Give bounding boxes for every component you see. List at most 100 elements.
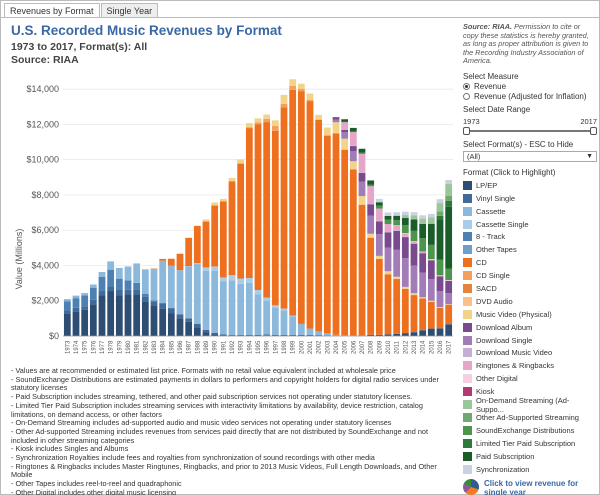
bar-segment[interactable] [297,324,305,335]
bar-segment[interactable] [271,130,279,306]
bar-segment[interactable] [358,172,366,182]
format-filter-dropdown[interactable]: (All) ▼ [463,150,597,162]
legend-label[interactable]: On-Demand Streaming (Ad-Suppo... [476,395,570,414]
bar-segment[interactable] [107,286,115,292]
bar-segment[interactable] [375,202,383,206]
bar-segment[interactable] [384,247,392,272]
legend-item[interactable]: Synchronization [463,463,597,476]
bar-segment[interactable] [367,233,375,238]
revenue-chart[interactable]: Value (Millions) $0 $2,000 $4,000 $6,000 $8,… [1,71,459,363]
bar-segment[interactable] [332,133,340,335]
bar-segment[interactable] [107,269,115,287]
legend-label[interactable]: Cassette [476,206,506,216]
bar-segment[interactable] [410,265,418,294]
bar-segment[interactable] [375,258,383,335]
legend-label[interactable]: SACD [476,284,497,294]
bar-segment[interactable] [436,275,444,277]
bar-segment[interactable] [211,266,219,272]
bar-segment[interactable] [315,331,323,336]
legend-item[interactable]: Kiosk [463,385,597,398]
bar-segment[interactable] [254,334,262,336]
bar-segment[interactable] [367,184,375,187]
legend-swatch[interactable] [463,206,472,216]
bar-segment[interactable] [237,163,245,164]
bar-segment[interactable] [445,280,453,294]
bar-segment[interactable] [306,99,314,102]
legend-label[interactable]: Synchronization [476,464,530,474]
bar-segment[interactable] [393,276,401,279]
bar-segment[interactable] [193,264,201,325]
bar-segment[interactable] [401,333,409,336]
bar-segment[interactable] [384,215,392,220]
bar-segment[interactable] [245,127,253,129]
bar-segment[interactable] [167,265,175,308]
bar-segment[interactable] [150,268,158,301]
bar-segment[interactable] [72,295,80,298]
tab-revenues-by-format[interactable]: Revenues by Format [4,3,100,18]
bar-segment[interactable] [375,221,383,235]
bar-segment[interactable] [384,271,392,275]
bar-segment[interactable] [367,204,375,216]
bar-segment[interactable] [410,212,418,216]
bar-segment[interactable] [202,332,210,336]
legend-item[interactable]: Download Album [463,321,597,334]
bar-segment[interactable] [436,203,444,212]
bar-segment[interactable] [341,132,349,139]
bar-segment[interactable] [427,223,435,245]
bar-segment[interactable] [228,280,236,336]
bar-segment[interactable] [150,306,158,336]
bar-segment[interactable] [202,330,210,333]
bar-segment[interactable] [393,279,401,334]
bar-segment[interactable] [384,224,392,232]
bar-segment[interactable] [445,324,453,336]
legend-label[interactable]: 8 - Track [476,232,506,242]
bar-segment[interactable] [280,103,288,108]
legend-item[interactable]: Paid Subscription [463,450,597,463]
bar-segment[interactable] [211,271,219,333]
bar-segment[interactable] [245,282,253,335]
legend-swatch[interactable] [463,309,472,319]
bar-segment[interactable] [367,215,375,234]
bar-segment[interactable] [427,244,435,260]
legend-swatch[interactable] [463,412,472,422]
bar-segment[interactable] [349,161,357,170]
bar-segment[interactable] [141,296,149,302]
bar-segment[interactable] [306,334,314,336]
bar-segment[interactable] [401,258,409,287]
tab-single-year[interactable]: Single Year [100,3,159,18]
bar-segment[interactable] [323,127,331,135]
bar-segment[interactable] [419,223,427,239]
legend-label[interactable]: Download Music Video [476,348,553,358]
bar-segment[interactable] [332,119,340,123]
legend-swatch[interactable] [463,425,472,435]
bar-segment[interactable] [280,94,288,104]
bar-segment[interactable] [150,300,158,302]
bar-segment[interactable] [315,119,323,332]
bar-segment[interactable] [245,128,253,278]
bar-segment[interactable] [72,298,80,308]
bar-segment[interactable] [219,201,227,202]
bar-segment[interactable] [375,220,383,222]
bar-segment[interactable] [271,305,279,308]
bar-segment[interactable] [167,258,175,266]
bar-segment[interactable] [141,294,149,297]
legend-label[interactable]: Other Tapes [476,245,517,255]
legend-item[interactable]: 8 - Track [463,231,597,244]
bar-segment[interactable] [150,301,158,307]
bar-segment[interactable] [375,198,383,203]
bar-segment[interactable] [401,233,409,237]
bar-segment[interactable] [436,328,444,336]
bar-segment[interactable] [384,334,392,336]
legend-item[interactable]: Ringtones & Ringbacks [463,359,597,372]
bar-segment[interactable] [263,297,271,301]
bar-segment[interactable] [393,215,401,221]
legend-swatch[interactable] [463,245,472,255]
bar-segment[interactable] [401,286,409,289]
bar-segment[interactable] [419,298,427,331]
bar-segment[interactable] [358,172,366,173]
bar-segment[interactable] [367,237,375,335]
bar-segment[interactable] [323,135,331,334]
legend-label[interactable]: Other Digital [476,374,518,384]
bar-segment[interactable] [419,238,427,252]
legend-swatch[interactable] [463,361,472,371]
